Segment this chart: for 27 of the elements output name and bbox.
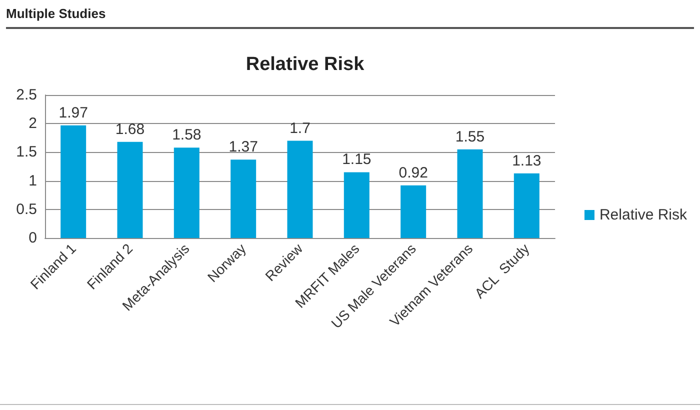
data-label: 1.58 bbox=[172, 126, 202, 144]
y-tick-label: 1.5 bbox=[16, 144, 37, 161]
bar bbox=[230, 160, 256, 238]
bar bbox=[287, 140, 313, 238]
data-label: 0.92 bbox=[398, 164, 428, 182]
bar bbox=[117, 142, 143, 238]
y-tick-label: 0 bbox=[28, 230, 37, 246]
bar bbox=[457, 149, 483, 238]
data-label: 1.68 bbox=[115, 120, 145, 138]
bar bbox=[174, 148, 200, 238]
bar bbox=[60, 125, 86, 238]
bar bbox=[344, 172, 370, 238]
y-tick-label: 2 bbox=[28, 115, 37, 132]
y-tick-label: 0.5 bbox=[16, 200, 37, 218]
data-label: 1.7 bbox=[290, 120, 310, 137]
y-tick-label: 1 bbox=[28, 172, 37, 190]
bar bbox=[400, 185, 426, 238]
bar bbox=[514, 173, 540, 238]
chart-subtitle: Multiple Studies bbox=[6, 6, 694, 29]
y-tick-label: 2.5 bbox=[16, 86, 37, 104]
chart-title: Relative Risk bbox=[246, 54, 365, 75]
data-label: 1.13 bbox=[512, 152, 542, 170]
data-label: 1.55 bbox=[455, 128, 485, 146]
data-label: 1.97 bbox=[58, 104, 88, 122]
data-label: 1.15 bbox=[342, 151, 372, 168]
legend-label: Relative Risk bbox=[599, 206, 688, 224]
data-label: 1.37 bbox=[228, 138, 258, 156]
